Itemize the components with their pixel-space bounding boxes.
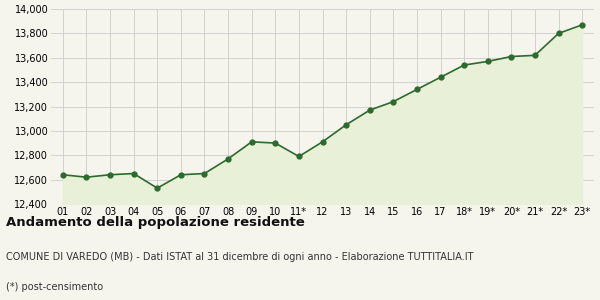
Text: COMUNE DI VAREDO (MB) - Dati ISTAT al 31 dicembre di ogni anno - Elaborazione TU: COMUNE DI VAREDO (MB) - Dati ISTAT al 31… <box>6 252 473 262</box>
Text: Andamento della popolazione residente: Andamento della popolazione residente <box>6 216 305 229</box>
Text: (*) post-censimento: (*) post-censimento <box>6 282 103 292</box>
